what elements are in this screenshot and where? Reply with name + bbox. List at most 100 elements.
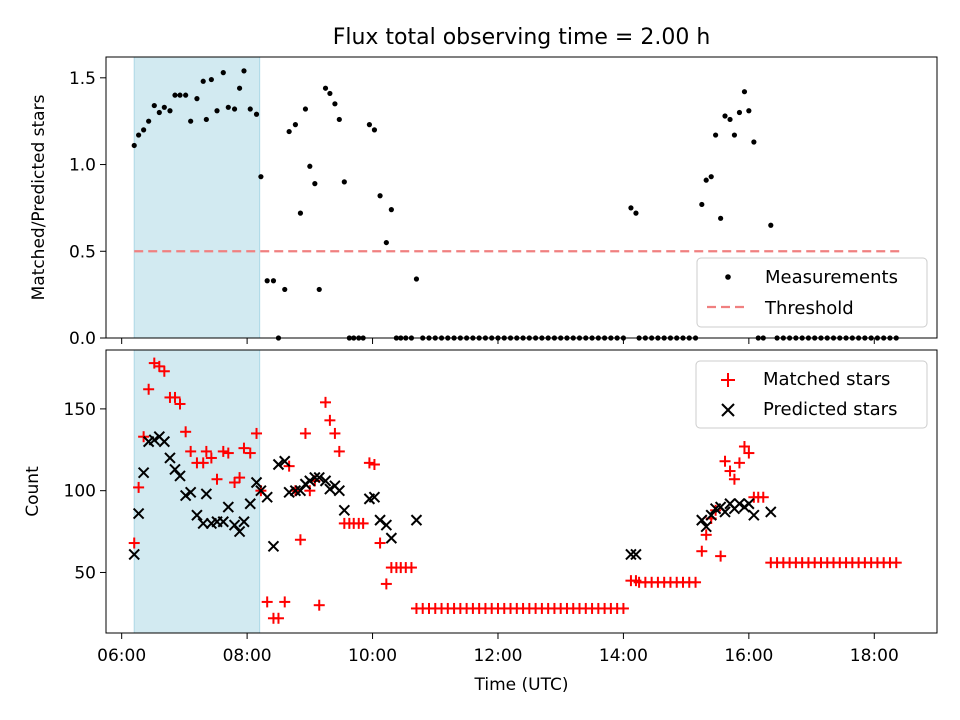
measurement-point xyxy=(327,90,333,97)
predicted-star-point xyxy=(158,435,171,448)
measurement-point xyxy=(136,132,142,138)
matched-star-point xyxy=(197,457,209,469)
matched-star-point xyxy=(700,529,712,541)
matched-star-point xyxy=(324,414,336,426)
measurement-point xyxy=(736,109,743,116)
measurement-point xyxy=(722,113,728,119)
measurement-point xyxy=(316,286,322,293)
measurement-point xyxy=(628,205,634,211)
predicted-star-point xyxy=(324,483,336,495)
measurement-point xyxy=(131,142,137,149)
matched-star-point xyxy=(715,550,727,562)
matched-star-point xyxy=(238,442,250,454)
matched-star-point xyxy=(229,477,241,489)
predicted-star-point xyxy=(238,516,250,528)
measurement-point xyxy=(699,201,705,208)
predicted-star-point xyxy=(319,475,332,487)
y-tick-label: 1.5 xyxy=(69,69,96,89)
legend-measurement-marker xyxy=(725,274,731,280)
measurement-point xyxy=(366,122,373,128)
x-axis-label: Time (UTC) xyxy=(474,675,569,695)
matched-star-point xyxy=(329,427,341,439)
measurement-point xyxy=(236,85,243,91)
predicted-star-point xyxy=(228,519,241,531)
measurement-point xyxy=(200,78,206,84)
figure-title: Flux total observing time = 2.00 h xyxy=(333,25,711,50)
x-tick-label: 16:00 xyxy=(724,646,773,666)
matched-star-point xyxy=(244,447,256,459)
predicted-star-point xyxy=(169,463,181,476)
predicted-star-point xyxy=(250,476,263,489)
legend-predicted-label: Predicted stars xyxy=(763,399,897,420)
matched-star-point xyxy=(211,473,223,485)
measurement-point xyxy=(258,174,264,180)
predicted-star-point xyxy=(174,470,186,482)
matched-star-point xyxy=(757,491,769,503)
top-panel-frame xyxy=(105,56,938,339)
legend-predicted-marker xyxy=(721,403,735,417)
predicted-star-point xyxy=(338,504,351,517)
measurement-point xyxy=(377,193,383,199)
predicted-star-point xyxy=(197,517,209,530)
matched-star-point xyxy=(405,562,417,574)
predicted-star-point xyxy=(294,484,307,497)
measurement-point xyxy=(172,92,178,98)
predicted-star-point xyxy=(233,525,246,538)
matched-star-point xyxy=(380,578,392,590)
matched-star-point xyxy=(363,457,375,469)
predicted-star-point xyxy=(179,489,192,502)
matched-star-point xyxy=(719,455,731,467)
bottom-x-axis: 06:00 08:00 10:00 12:00 14:00 16:00 18:00 xyxy=(97,633,899,666)
predicted-star-point xyxy=(719,506,731,518)
bottom-y-axis: 50 100 150 xyxy=(64,400,106,583)
measurement-point xyxy=(383,239,389,246)
matched-star-point xyxy=(304,485,316,497)
measurement-point xyxy=(336,116,342,123)
measurement-point xyxy=(203,116,209,123)
measurement-point xyxy=(183,92,189,98)
matched-star-point xyxy=(368,459,380,471)
measurement-point xyxy=(167,108,173,114)
predicted-star-point xyxy=(184,486,197,499)
measurement-point xyxy=(208,76,214,83)
measurement-point xyxy=(177,92,183,98)
predicted-star-point xyxy=(267,540,280,553)
predicted-star-point xyxy=(222,501,235,513)
measurement-point xyxy=(253,111,260,117)
y-tick-label: 0.0 xyxy=(69,329,96,349)
y-tick-label: 1.0 xyxy=(69,156,96,176)
predicted-star-point xyxy=(137,466,150,479)
predicted-star-point xyxy=(289,484,302,497)
matched-star-point xyxy=(333,445,345,457)
measurement-point xyxy=(141,127,147,133)
matched-star-point xyxy=(357,517,369,529)
x-tick-label: 12:00 xyxy=(473,646,522,666)
matched-star-point xyxy=(617,602,629,614)
predicted-star-point xyxy=(128,548,140,561)
matched-star-point xyxy=(728,473,740,485)
matched-star-point xyxy=(374,537,386,549)
y-tick-label: 50 xyxy=(74,563,96,583)
measurement-point xyxy=(270,278,277,284)
top-y-axis: 0.0 0.5 1.0 1.5 xyxy=(69,69,106,349)
measurement-point xyxy=(225,104,231,110)
matched-star-point xyxy=(169,391,181,403)
x-tick-label: 06:00 xyxy=(97,646,146,666)
predicted-star-point xyxy=(630,548,642,561)
measurement-point xyxy=(713,132,719,138)
measurement-point xyxy=(307,163,313,169)
predicted-star-point xyxy=(700,520,712,533)
predicted-star-point xyxy=(191,509,203,521)
matched-star-point xyxy=(320,396,332,408)
measurement-point xyxy=(371,127,378,133)
matched-star-point xyxy=(261,596,273,608)
matched-star-point xyxy=(180,426,192,438)
predicted-star-point xyxy=(696,514,708,526)
measurement-point xyxy=(741,89,748,95)
measurement-point xyxy=(146,118,152,124)
matched-star-point xyxy=(890,557,902,569)
measurement-point xyxy=(214,108,220,114)
measurement-point xyxy=(388,207,394,213)
x-tick-label: 08:00 xyxy=(223,646,272,666)
